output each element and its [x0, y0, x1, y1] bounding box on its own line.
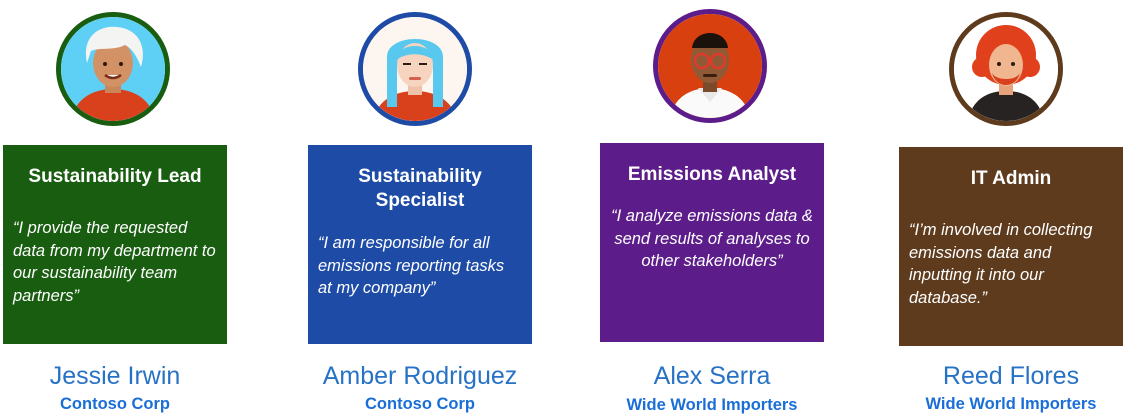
person-icon [658, 14, 762, 118]
role-quote: “I’m involved in collecting emissions da… [909, 221, 1093, 307]
role-quote: “I provide the requested data from my de… [13, 219, 216, 305]
role-title: IT Admin [970, 168, 1052, 189]
persona-card: Sustainability Lead “I provide the reque… [3, 145, 227, 344]
persona-reed-flores: IT Admin “I’m involved in collecting emi… [899, 0, 1123, 417]
persona-amber-rodriguez: Sustainability Specialist “I am responsi… [308, 0, 532, 417]
role-title: Sustainability Lead [28, 166, 202, 187]
persona-company: Wide World Importers [626, 396, 798, 414]
persona-name: Amber Rodriguez [322, 362, 518, 390]
role-title: Sustainability Specialist [358, 166, 482, 211]
persona-name: Alex Serra [653, 362, 771, 390]
persona-card: IT Admin “I’m involved in collecting emi… [899, 147, 1123, 346]
persona-company: Contoso Corp [60, 395, 170, 413]
persona-jessie-irwin: Sustainability Lead “I provide the reque… [3, 0, 227, 417]
persona-alex-serra: Emissions Analyst “I analyze emissions d… [600, 0, 824, 417]
avatar [56, 12, 170, 126]
persona-card: Sustainability Specialist “I am responsi… [308, 145, 532, 344]
person-icon [363, 17, 467, 121]
avatar [653, 9, 767, 123]
persona-company: Contoso Corp [365, 395, 475, 413]
role-quote: “I analyze emissions data & send results… [611, 207, 813, 270]
role-title: Emissions Analyst [627, 164, 797, 185]
persona-card: Emissions Analyst “I analyze emissions d… [600, 143, 824, 342]
persona-name: Jessie Irwin [49, 362, 181, 390]
persona-name: Reed Flores [942, 362, 1080, 390]
role-quote: “I am responsible for all emissions repo… [318, 234, 505, 297]
avatar [358, 12, 472, 126]
person-icon [954, 17, 1058, 121]
avatar [949, 12, 1063, 126]
persona-company: Wide World Importers [925, 395, 1097, 413]
person-icon [61, 17, 165, 121]
